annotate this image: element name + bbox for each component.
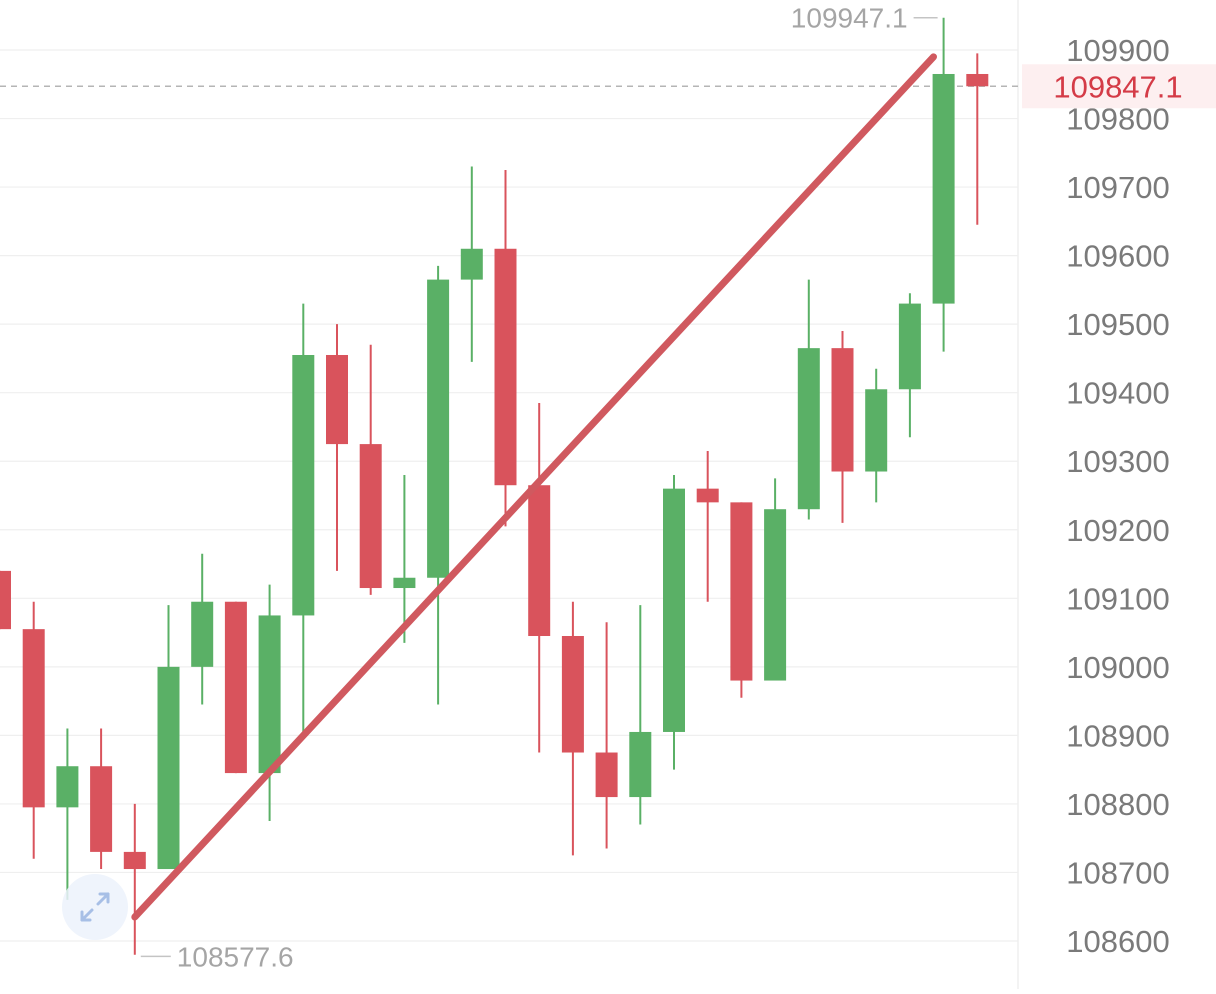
candle-body [663, 488, 685, 732]
candle-body [123, 851, 146, 870]
current-price-label-bg [1022, 64, 1216, 109]
candle-body [966, 73, 989, 87]
candle [292, 303, 315, 736]
candle [56, 728, 79, 900]
candle-body [0, 570, 11, 630]
candle [326, 324, 348, 571]
candle [22, 601, 45, 859]
candle-body [528, 485, 551, 637]
candle [730, 502, 753, 698]
candle [359, 344, 382, 595]
price-axis: 1099001098001097001096001095001094001093… [1066, 33, 1169, 959]
candle-body [224, 601, 247, 774]
trendline[interactable] [131, 53, 937, 921]
candle-body [326, 354, 348, 445]
candle-body [90, 766, 113, 852]
y-tick-label: 109500 [1066, 307, 1169, 342]
candle-body [865, 389, 888, 472]
y-tick-label: 108800 [1066, 787, 1169, 822]
candle [494, 169, 517, 527]
y-tick-label: 108900 [1066, 718, 1169, 753]
candle-body [359, 444, 382, 589]
candle-body [427, 279, 450, 578]
expand-button[interactable] [62, 874, 128, 940]
candle [561, 601, 584, 856]
candle-body [595, 752, 618, 798]
candle-body [393, 577, 416, 589]
candle [966, 53, 989, 225]
candle [224, 601, 247, 774]
candle-body [157, 666, 180, 870]
y-tick-label: 108700 [1066, 855, 1169, 890]
candle [90, 728, 113, 870]
candle [393, 474, 416, 643]
candle-body [629, 731, 652, 798]
candle [191, 553, 214, 705]
y-tick-label: 109100 [1066, 581, 1169, 616]
low-marker-label: 108577.6 [177, 941, 294, 972]
candle-body [898, 303, 921, 390]
candle-body [56, 766, 79, 808]
candle-body [932, 73, 955, 304]
candle [932, 17, 955, 352]
y-tick-label: 109300 [1066, 444, 1169, 479]
extreme-markers: 109947.1 108577.6 [140, 3, 938, 972]
candle [123, 803, 146, 955]
y-tick-label: 109700 [1066, 170, 1169, 205]
candle-body [831, 348, 854, 472]
current-price-label-group: 109847.1 [1022, 64, 1216, 109]
expand-arrows-icon [80, 892, 110, 922]
candle-body [696, 488, 719, 503]
candle-body [460, 248, 483, 280]
candle [460, 166, 483, 362]
candle [696, 450, 719, 602]
candle [663, 474, 685, 770]
candle [898, 293, 921, 438]
candle-body [797, 348, 820, 510]
candle-body [191, 601, 214, 667]
y-tick-label: 109000 [1066, 650, 1169, 685]
y-tick-label: 109600 [1066, 239, 1169, 274]
candle-body [730, 502, 753, 681]
candles [0, 17, 989, 955]
candle [764, 478, 787, 681]
candle [629, 605, 652, 825]
candle [528, 402, 551, 753]
candle-body [494, 248, 517, 486]
y-tick-label: 109200 [1066, 513, 1169, 548]
y-tick-label: 108600 [1066, 924, 1169, 959]
candle-body [561, 636, 584, 753]
candle-body [258, 615, 281, 774]
candle-body [22, 629, 45, 808]
gridlines [0, 0, 1019, 989]
candle [0, 570, 11, 630]
candle-body [764, 509, 787, 681]
y-tick-label: 109400 [1066, 376, 1169, 411]
candle [258, 584, 281, 822]
candle [595, 622, 618, 849]
candle [865, 368, 888, 503]
candle [157, 605, 180, 870]
y-tick-label: 109900 [1066, 33, 1169, 68]
candle [427, 265, 450, 705]
current-price-label: 109847.1 [1053, 69, 1182, 104]
candle-body [292, 354, 315, 616]
candle [831, 331, 854, 523]
candle [797, 279, 820, 520]
high-marker-label: 109947.1 [791, 3, 908, 34]
